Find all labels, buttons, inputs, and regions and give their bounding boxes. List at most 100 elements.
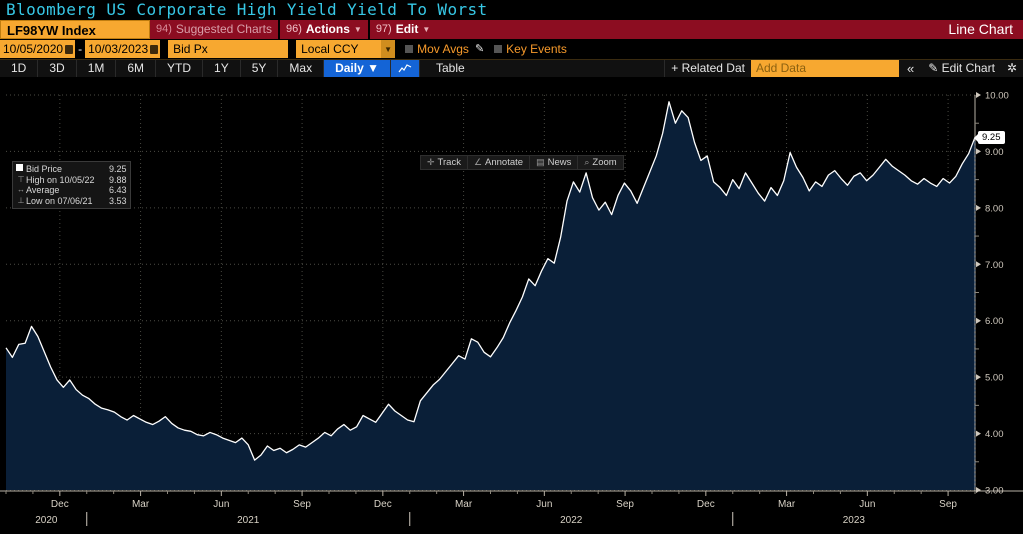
high-marker-icon: ⊤ <box>17 174 25 184</box>
svg-text:9.00: 9.00 <box>985 147 1004 158</box>
chevron-down-icon: ▼ <box>422 25 431 34</box>
news-label: News <box>547 157 572 168</box>
menu-label: Suggested Charts <box>175 22 272 36</box>
svg-text:Jun: Jun <box>536 499 552 510</box>
svg-text:Dec: Dec <box>374 499 392 510</box>
zoom-icon: ⌕ <box>584 157 590 167</box>
svg-text:Mar: Mar <box>455 499 473 510</box>
ticker-input[interactable]: LF98YW Index <box>0 20 150 39</box>
svg-text:4.00: 4.00 <box>985 429 1004 440</box>
calendar-icon[interactable] <box>65 44 74 54</box>
range-button-1y[interactable]: 1Y <box>203 60 241 77</box>
svg-text:6.00: 6.00 <box>985 316 1004 327</box>
news-tool[interactable]: ▤ News <box>530 156 579 169</box>
menu-number: 97) <box>375 23 392 35</box>
chart-type-label: Line Chart <box>942 20 1023 39</box>
chart-legend: Bid Price 9.25 ⊤ High on 10/05/22 9.88 ↔… <box>12 161 131 209</box>
legend-item-high: ⊤ High on 10/05/22 9.88 <box>16 175 127 186</box>
date-from-input[interactable]: 10/05/2020 <box>0 40 76 58</box>
chart-tools-toolbar: ✛ Track ∠ Annotate ▤ News ⌕ Zoom <box>420 155 624 170</box>
checkbox-icon <box>405 45 414 53</box>
svg-text:5.00: 5.00 <box>985 373 1004 384</box>
zoom-label: Zoom <box>592 157 617 168</box>
legend-value: 9.25 <box>109 164 127 174</box>
range-button-3d[interactable]: 3D <box>38 60 77 77</box>
chart-controls-bar: 10/05/2020 - 10/03/2023 Bid Px Local CCY… <box>0 40 1023 58</box>
legend-label: Bid Price <box>26 164 63 174</box>
track-tool[interactable]: ✛ Track <box>421 156 468 169</box>
pencil-icon[interactable]: ✎ <box>474 43 485 55</box>
legend-label: Low on 07/06/21 <box>26 195 93 206</box>
frequency-select[interactable]: Daily ▼ <box>324 60 391 77</box>
menu-number: 94) <box>156 23 172 35</box>
chevron-down-icon: ▼ <box>353 25 362 34</box>
calendar-icon[interactable] <box>150 44 159 54</box>
legend-item-low: ⊥ Low on 07/06/21 3.53 <box>16 196 127 207</box>
edit-chart-label: Edit Chart <box>941 61 995 75</box>
svg-text:Sep: Sep <box>616 499 634 510</box>
collapse-button[interactable]: « <box>906 61 915 76</box>
menu-edit[interactable]: 97) Edit ▼ <box>369 20 437 39</box>
svg-text:Mar: Mar <box>132 499 150 510</box>
legend-value: 9.88 <box>109 174 127 185</box>
svg-text:Mar: Mar <box>778 499 796 510</box>
mov-avgs-checkbox[interactable]: Mov Avgs ✎ <box>405 40 484 58</box>
currency-select[interactable]: Local CCY <box>296 40 382 58</box>
range-toolbar: 1D 3D 1M 6M YTD 1Y 5Y Max Daily ▼ Table … <box>0 59 1023 77</box>
menu-actions[interactable]: 96) Actions ▼ <box>279 20 368 39</box>
security-menu-bar: LF98YW Index 94) Suggested Charts 96) Ac… <box>0 20 1023 39</box>
low-marker-icon: ⊥ <box>17 195 25 205</box>
svg-text:Dec: Dec <box>51 499 69 510</box>
svg-text:2022: 2022 <box>560 515 583 526</box>
svg-text:2023: 2023 <box>843 515 866 526</box>
svg-text:7.00: 7.00 <box>985 260 1004 271</box>
date-to-input[interactable]: 10/03/2023 <box>85 40 161 58</box>
legend-swatch-icon <box>16 164 26 175</box>
zoom-tool[interactable]: ⌕ Zoom <box>578 156 622 169</box>
menu-label: Actions <box>305 22 350 36</box>
average-marker-icon: ↔ <box>17 185 25 194</box>
legend-label: High on 10/05/22 <box>26 174 95 185</box>
svg-text:Sep: Sep <box>939 499 957 510</box>
svg-text:Dec: Dec <box>697 499 715 510</box>
page-title: Bloomberg US Corporate High Yield Yield … <box>6 0 488 19</box>
checkbox-icon <box>494 45 503 53</box>
svg-text:10.00: 10.00 <box>985 91 1009 102</box>
key-events-checkbox[interactable]: Key Events <box>494 40 567 58</box>
svg-text:8.00: 8.00 <box>985 203 1004 214</box>
range-button-5y[interactable]: 5Y <box>241 60 279 77</box>
date-range-separator: - <box>78 42 83 56</box>
svg-text:2021: 2021 <box>237 515 260 526</box>
menu-suggested-charts[interactable]: 94) Suggested Charts <box>150 20 278 39</box>
menu-number: 96) <box>285 23 302 35</box>
add-data-input[interactable]: Add Data <box>750 60 899 77</box>
svg-text:2020: 2020 <box>35 515 58 526</box>
gear-icon[interactable]: ✲ <box>1006 61 1017 75</box>
chart-canvas[interactable]: 3.00 4.00 5.00 6.00 7.00 8.00 9.00 10.00 Dec Mar J… <box>0 77 1023 534</box>
legend-value: 3.53 <box>109 195 127 206</box>
legend-item-bid-price: Bid Price 9.25 <box>16 164 127 175</box>
date-to-value: 10/03/2023 <box>88 42 149 56</box>
svg-text:Sep: Sep <box>293 499 311 510</box>
range-button-6m[interactable]: 6M <box>116 60 157 77</box>
mov-avgs-label: Mov Avgs <box>417 42 469 56</box>
edit-chart-button[interactable]: ✎ Edit Chart <box>922 60 1001 77</box>
legend-label: Average <box>26 185 60 195</box>
table-view-button[interactable]: Table <box>435 61 465 75</box>
range-button-1d[interactable]: 1D <box>0 60 39 77</box>
line-chart-icon[interactable] <box>390 60 420 77</box>
range-button-max[interactable]: Max <box>278 60 325 77</box>
toolbar-filler <box>480 60 666 77</box>
menu-label: Edit <box>395 22 419 36</box>
last-price-callout: 9.25 <box>974 131 1005 145</box>
currency-dropdown-arrow[interactable]: ▼ <box>381 40 396 58</box>
track-icon: ✛ <box>427 157 435 167</box>
range-button-ytd[interactable]: YTD <box>156 60 204 77</box>
range-button-1m[interactable]: 1M <box>77 60 117 77</box>
svg-text:Jun: Jun <box>213 499 229 510</box>
price-field-input[interactable]: Bid Px <box>168 40 289 58</box>
related-data-button[interactable]: + Related Dat <box>671 61 745 75</box>
annotate-tool[interactable]: ∠ Annotate <box>468 156 531 169</box>
price-chart-svg: 3.00 4.00 5.00 6.00 7.00 8.00 9.00 10.00 Dec Mar J… <box>0 77 1023 534</box>
